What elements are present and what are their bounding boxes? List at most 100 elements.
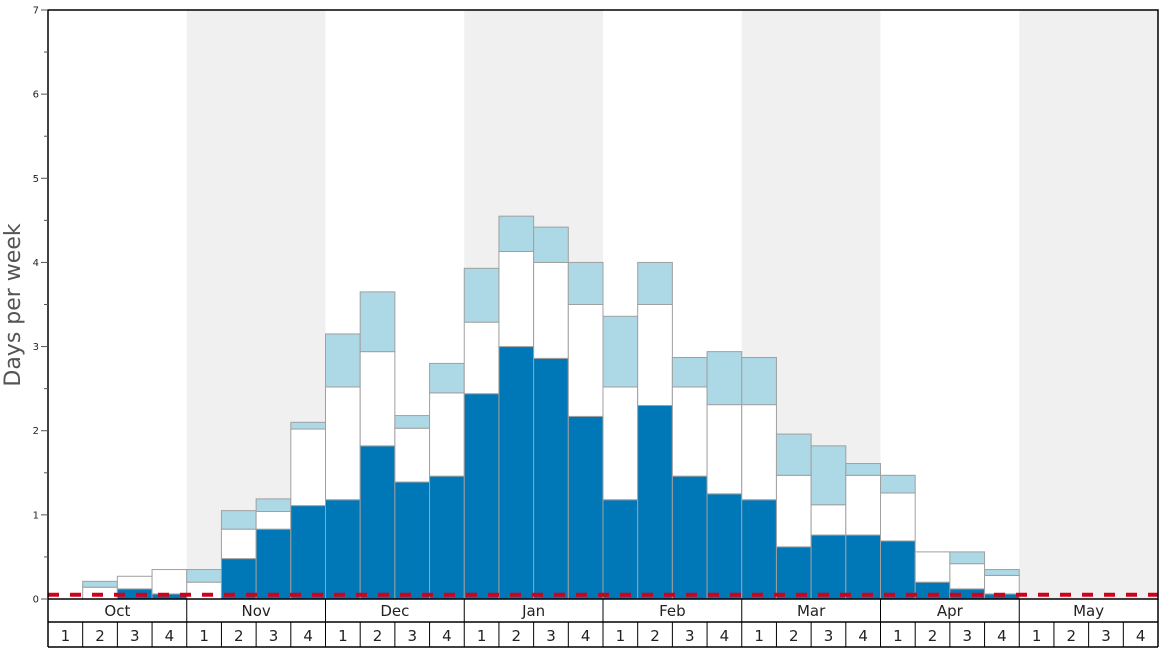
month-band-may xyxy=(1019,10,1158,599)
bar-series_3 xyxy=(602,315,639,388)
week-label: 2 xyxy=(1067,627,1077,645)
bar-series_2 xyxy=(220,528,257,560)
y-axis: 0 1 2 3 4 5 6 7 xyxy=(33,6,48,606)
bar-series_2 xyxy=(741,404,777,501)
week-label: 4 xyxy=(581,627,591,645)
week-label: 4 xyxy=(442,627,452,645)
bar-series_2 xyxy=(533,261,569,359)
bar-series_3 xyxy=(880,474,916,494)
week-label: 1 xyxy=(338,627,348,645)
week-label: 1 xyxy=(61,627,71,645)
bar-series_3 xyxy=(706,351,743,406)
y-tick-label: 4 xyxy=(33,258,39,269)
bar-series_1 xyxy=(429,475,465,600)
week-label: 2 xyxy=(789,627,799,645)
week-label: 1 xyxy=(199,627,209,645)
month-label-dec: Dec xyxy=(380,602,409,620)
week-label: 3 xyxy=(546,627,556,645)
bar-series_2 xyxy=(151,569,188,595)
week-label: 3 xyxy=(407,627,417,645)
week-label: 3 xyxy=(962,627,972,645)
week-label: 3 xyxy=(269,627,279,645)
bar-series_1 xyxy=(637,404,673,600)
y-tick-label: 5 xyxy=(33,174,39,185)
bar-series_2 xyxy=(637,304,673,406)
bar-series_1 xyxy=(810,534,847,600)
bar-series_3 xyxy=(290,421,326,430)
month-label-jan: Jan xyxy=(521,602,545,620)
bar-series_2 xyxy=(255,510,292,530)
bar-series_2 xyxy=(880,492,916,542)
bar-series_2 xyxy=(810,504,847,536)
y-tick-label: 1 xyxy=(33,510,39,521)
week-label: 1 xyxy=(754,627,764,645)
week-label: 3 xyxy=(685,627,695,645)
week-label: 4 xyxy=(303,627,313,645)
bar-series_3 xyxy=(949,551,986,565)
week-label: 4 xyxy=(1136,627,1146,645)
bar-series_3 xyxy=(775,433,812,476)
bar-series_1 xyxy=(533,357,569,600)
bar-series_1 xyxy=(602,499,639,600)
week-label: 4 xyxy=(720,627,730,645)
bar-series_3 xyxy=(845,463,881,476)
bar-series_2 xyxy=(463,321,500,395)
bar-series_1 xyxy=(359,445,396,600)
week-label: 3 xyxy=(824,627,834,645)
month-label-oct: Oct xyxy=(104,602,130,620)
week-label: 2 xyxy=(234,627,244,645)
bar-series_1 xyxy=(775,546,812,600)
bar-series_3 xyxy=(984,569,1020,576)
week-label: 4 xyxy=(997,627,1007,645)
month-label-apr: Apr xyxy=(937,602,964,620)
week-label: 3 xyxy=(1101,627,1111,645)
bar-series_3 xyxy=(220,510,257,530)
week-label: 1 xyxy=(893,627,903,645)
bar-series_2 xyxy=(845,474,881,536)
x-axis: Oct 1 2 3 4 Nov 1 2 3 4 Dec 1 2 3 4 Jan 1 2 3 4 Feb 1 2 3 4 Mar 1 2… xyxy=(61,599,1146,647)
bar-series_2 xyxy=(914,551,951,583)
bar-series_1 xyxy=(567,415,604,600)
bar-series_2 xyxy=(706,404,743,495)
bar-series_2 xyxy=(567,304,604,417)
week-label: 2 xyxy=(512,627,522,645)
week-label: 2 xyxy=(650,627,660,645)
bar-series_2 xyxy=(775,474,812,548)
month-label-may: May xyxy=(1073,602,1104,620)
bar-series_1 xyxy=(290,505,326,600)
bar-series_1 xyxy=(255,528,292,600)
bar-series_1 xyxy=(394,481,431,600)
bar-series_1 xyxy=(880,540,916,600)
week-label: 4 xyxy=(858,627,868,645)
bar-series_3 xyxy=(394,415,431,429)
bar-series_3 xyxy=(741,357,777,406)
bar-series_1 xyxy=(671,475,708,600)
month-label-nov: Nov xyxy=(241,602,270,620)
bar-series_3 xyxy=(463,267,500,323)
bar-series_2 xyxy=(602,386,639,501)
bar-series_3 xyxy=(810,445,847,506)
bar-series_2 xyxy=(359,351,396,447)
bar-series_2 xyxy=(290,428,326,507)
bar-series_2 xyxy=(325,386,361,501)
bar-series_1 xyxy=(706,493,743,600)
bar-series_1 xyxy=(463,393,500,600)
week-label: 1 xyxy=(477,627,487,645)
bar-series_2 xyxy=(116,575,153,590)
week-label: 2 xyxy=(928,627,938,645)
bar-series_3 xyxy=(637,261,673,305)
bar-series_1 xyxy=(498,346,535,600)
bar-series_2 xyxy=(394,427,431,483)
bar-stacks xyxy=(82,215,1020,600)
y-tick-label: 6 xyxy=(33,90,39,101)
bar-series_3 xyxy=(533,226,569,263)
y-tick-label: 7 xyxy=(33,6,39,17)
y-axis-label: Days per week xyxy=(1,223,26,386)
bar-series_3 xyxy=(325,333,361,388)
bar-series_3 xyxy=(498,215,535,252)
bar-series_1 xyxy=(741,499,777,600)
week-label: 1 xyxy=(1032,627,1042,645)
week-label: 2 xyxy=(95,627,105,645)
bar-series_2 xyxy=(671,386,708,477)
